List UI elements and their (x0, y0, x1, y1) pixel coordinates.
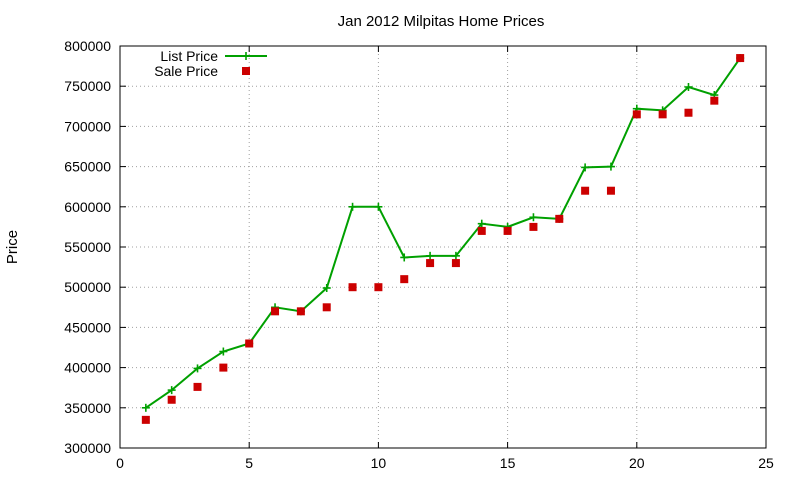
data-point-sale-price (167, 395, 176, 404)
data-point-sale-price (477, 226, 486, 235)
data-point-sale-price (426, 259, 435, 268)
data-point-sale-price (374, 283, 383, 292)
data-point-list-price (374, 202, 383, 211)
data-point-list-price (400, 253, 409, 262)
data-point-list-price (606, 162, 615, 171)
y-tick-label: 400000 (64, 360, 111, 376)
y-tick-label: 800000 (64, 38, 111, 54)
data-point-list-price (451, 251, 460, 260)
data-point-sale-price (193, 382, 202, 391)
data-point-sale-price (581, 186, 590, 195)
plot-frame (119, 45, 767, 449)
legend-label-sale-price: Sale Price (154, 63, 218, 79)
y-tick-label: 350000 (64, 400, 111, 416)
data-point-list-price (322, 284, 331, 293)
x-tick-label: 10 (371, 455, 387, 471)
y-tick-label: 600000 (64, 199, 111, 215)
series-line-list-price (145, 57, 741, 409)
data-point-sale-price (451, 259, 460, 268)
x-tick-label: 5 (245, 455, 253, 471)
series-sale-price (141, 54, 745, 424)
x-tick-label: 25 (758, 455, 774, 471)
series-list-price (141, 54, 745, 412)
data-point-list-price (529, 213, 538, 222)
y-tick-label: 700000 (64, 118, 111, 134)
data-point-sale-price (322, 303, 331, 312)
y-tick-label: 450000 (64, 319, 111, 335)
y-tick-label: 500000 (64, 279, 111, 295)
legend-marker-list-price (242, 52, 250, 60)
data-point-list-price (167, 386, 176, 395)
data-point-sale-price (555, 214, 564, 223)
data-point-list-price (477, 219, 486, 228)
data-point-sale-price (271, 307, 280, 316)
legend-label-list-price: List Price (160, 48, 218, 64)
plot-series (141, 54, 745, 424)
data-point-list-price (684, 83, 693, 92)
data-point-sale-price (736, 54, 745, 63)
data-point-sale-price (219, 363, 228, 372)
x-tick-label: 20 (629, 455, 645, 471)
y-tick-label: 300000 (64, 440, 111, 456)
data-point-list-price (141, 403, 150, 412)
x-tick-label: 0 (116, 455, 124, 471)
data-point-list-price (348, 202, 357, 211)
x-tick-label: 15 (500, 455, 516, 471)
data-point-sale-price (141, 415, 150, 424)
data-point-sale-price (684, 108, 693, 117)
data-point-sale-price (245, 339, 254, 348)
data-point-sale-price (632, 110, 641, 119)
legend-marker-sale-price (242, 67, 250, 75)
data-point-sale-price (529, 222, 538, 231)
data-point-sale-price (348, 283, 357, 292)
grid-lines (120, 46, 766, 448)
data-point-list-price (193, 364, 202, 373)
data-point-sale-price (296, 307, 305, 316)
data-point-list-price (426, 251, 435, 260)
y-tick-label: 550000 (64, 239, 111, 255)
y-axis-label: Price (4, 230, 21, 264)
y-tick-label: 750000 (64, 78, 111, 94)
data-point-sale-price (658, 110, 667, 119)
data-point-list-price (581, 163, 590, 172)
data-point-sale-price (503, 226, 512, 235)
chart-title: Jan 2012 Milpitas Home Prices (338, 13, 545, 30)
data-point-sale-price (606, 186, 615, 195)
data-point-sale-price (710, 96, 719, 105)
data-point-list-price (219, 347, 228, 356)
axis-ticks: 0 5 10 15 20 25 300000 350000 400000 450000 500000… (64, 38, 774, 471)
y-tick-label: 650000 (64, 159, 111, 175)
data-point-sale-price (400, 275, 409, 284)
